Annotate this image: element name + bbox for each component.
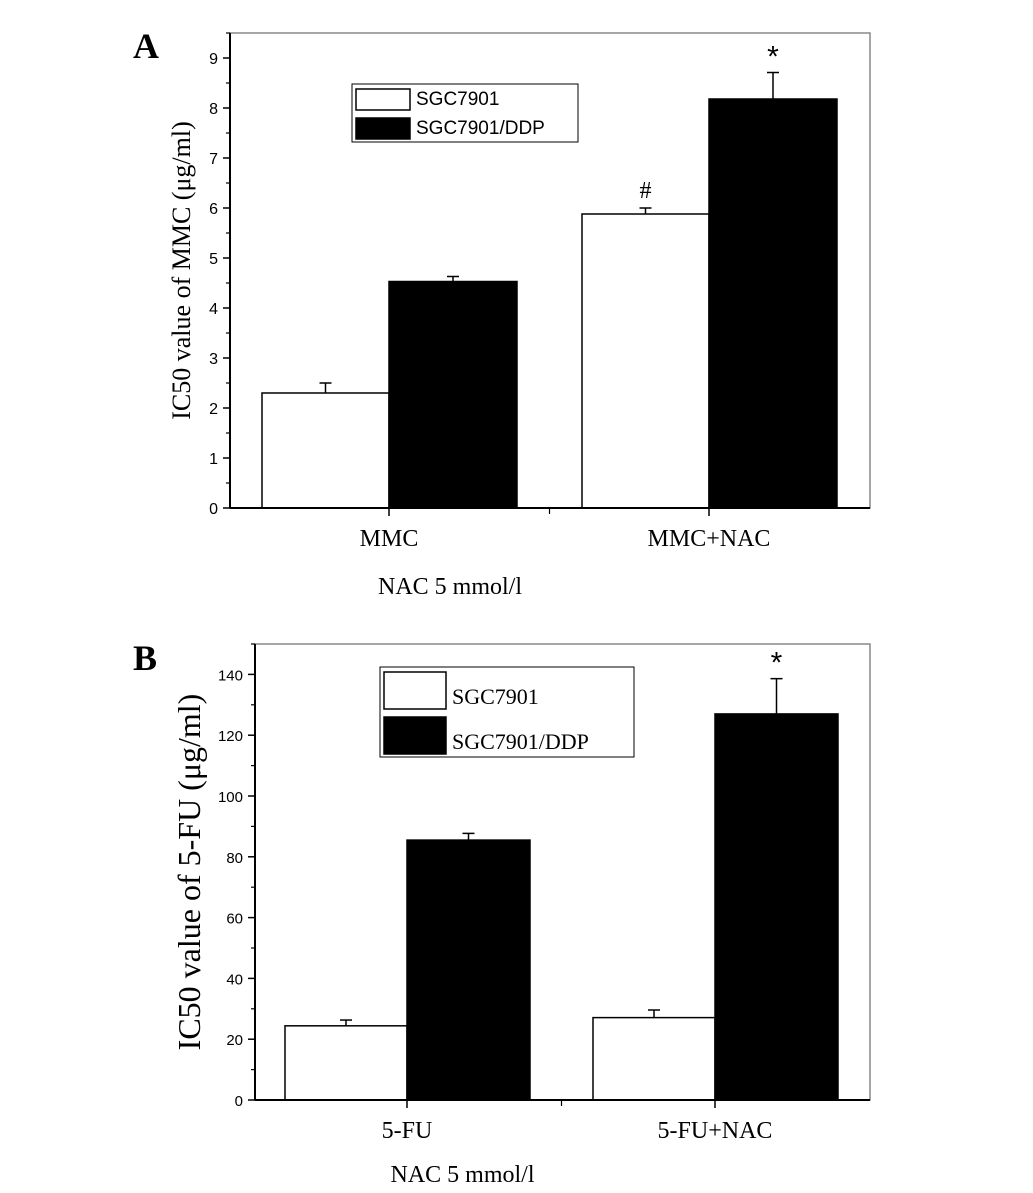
x-axis-label: NAC 5 mmol/l xyxy=(378,574,522,600)
x-tick-label: MMC+NAC xyxy=(648,526,771,552)
y-axis-label: IC50 value of MMC (μg/ml) xyxy=(167,121,196,419)
y-tick-label: 8 xyxy=(209,101,218,118)
y-tick-label: 6 xyxy=(209,201,218,218)
y-tick-label: 1 xyxy=(209,451,218,468)
bar-sgc7901-0 xyxy=(261,392,390,509)
bar-sgc7901-1 xyxy=(581,213,710,509)
significance-marker: * xyxy=(771,647,783,680)
y-tick-label: 2 xyxy=(209,401,218,418)
bar-sgc7901-1 xyxy=(592,1016,716,1101)
y-tick-label: 120 xyxy=(218,728,243,745)
y-axis-label: IC50 value of 5-FU (μg/ml) xyxy=(171,694,207,1051)
bar-sgc7901-ddp-1 xyxy=(708,98,838,509)
y-tick-label: 0 xyxy=(209,501,218,518)
y-tick-label: 3 xyxy=(209,351,218,368)
legend: SGC7901 SGC7901/DDP xyxy=(379,666,635,758)
y-tick-label: 100 xyxy=(218,789,243,806)
y-tick-label: 80 xyxy=(226,850,243,867)
legend-label: SGC7901/DDP xyxy=(416,118,545,139)
y-tick-label: 9 xyxy=(209,51,218,68)
panel-label: B xyxy=(133,638,157,678)
legend-swatch xyxy=(383,716,447,755)
legend-swatch xyxy=(383,671,447,710)
y-tick-label: 5 xyxy=(209,251,218,268)
significance-marker: # xyxy=(640,178,652,204)
y-tick-label: 140 xyxy=(218,667,243,684)
y-tick-label: 4 xyxy=(209,301,218,318)
legend-label: SGC7901 xyxy=(452,684,539,709)
y-tick-label: 40 xyxy=(226,971,243,988)
bar-sgc7901-ddp-1 xyxy=(714,713,839,1101)
y-tick-label: 60 xyxy=(226,911,243,928)
significance-marker: * xyxy=(767,41,779,74)
x-tick-label: MMC xyxy=(360,526,419,552)
chart-panel-a: A 0 1 2 3 4 5 6 7 8 9 MMC MMC+NAC # * NAC 5 mmol/l IC50 … xyxy=(133,26,871,600)
legend-swatch xyxy=(355,117,411,140)
legend: SGC7901 SGC7901/DDP xyxy=(351,83,579,143)
legend-swatch xyxy=(355,88,411,111)
x-tick-label: 5-FU xyxy=(382,1118,433,1144)
x-axis-label: NAC 5 mmol/l xyxy=(390,1162,534,1188)
legend-label: SGC7901 xyxy=(416,89,499,110)
legend-label: SGC7901/DDP xyxy=(452,729,589,754)
x-tick-label: 5-FU+NAC xyxy=(658,1118,773,1144)
bar-sgc7901-ddp-0 xyxy=(406,839,531,1101)
chart-panel-b: B 0 20 40 60 80 100 120 140 5-FU 5-FU+NAC * NAC 5 mm… xyxy=(133,638,871,1188)
y-tick-label: 0 xyxy=(235,1093,243,1110)
panel-label: A xyxy=(133,26,159,66)
bar-sgc7901-0 xyxy=(284,1025,408,1101)
y-tick-label: 20 xyxy=(226,1032,243,1049)
y-tick-label: 7 xyxy=(209,151,218,168)
bar-sgc7901-ddp-0 xyxy=(388,280,518,509)
